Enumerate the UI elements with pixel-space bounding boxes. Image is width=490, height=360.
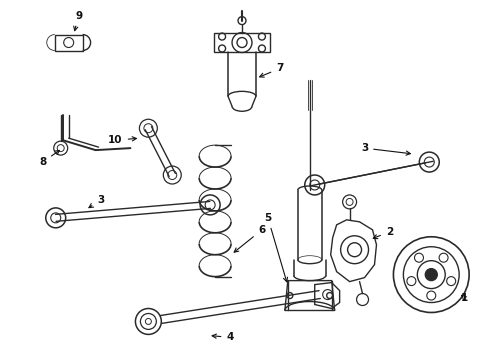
Circle shape (425, 269, 437, 280)
Text: 6: 6 (234, 225, 266, 252)
Text: 9: 9 (74, 11, 82, 31)
Text: 4: 4 (212, 332, 234, 342)
Text: 1: 1 (461, 293, 468, 302)
Text: 5: 5 (264, 213, 288, 282)
Text: 3: 3 (361, 143, 410, 155)
Text: 2: 2 (373, 227, 393, 239)
Text: 8: 8 (39, 150, 59, 167)
Text: 10: 10 (108, 135, 136, 145)
Text: 7: 7 (260, 63, 284, 77)
Text: 3: 3 (89, 195, 104, 208)
